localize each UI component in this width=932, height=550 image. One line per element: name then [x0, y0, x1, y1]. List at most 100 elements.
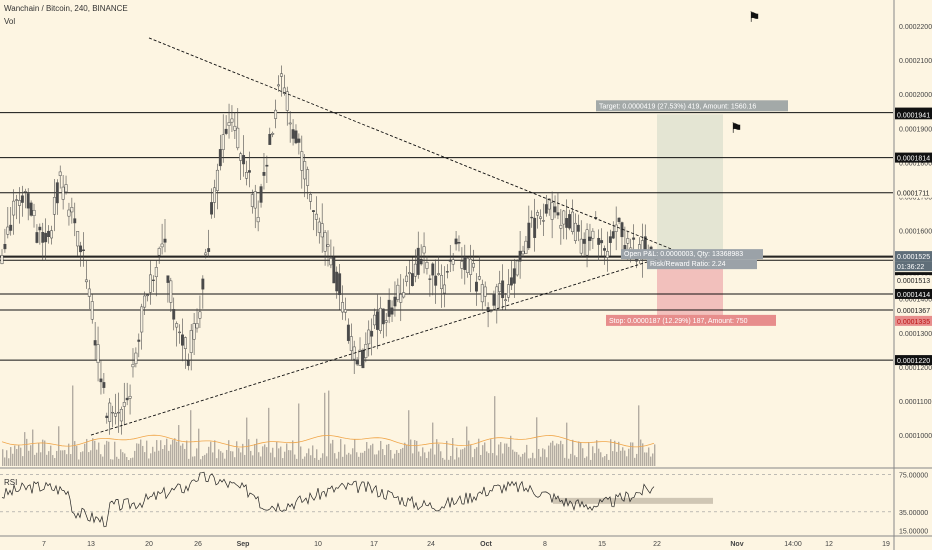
volume-bar — [64, 450, 66, 466]
volume-bar — [320, 457, 322, 466]
volume-bar — [254, 444, 256, 466]
volume-bar — [608, 459, 610, 466]
volume-bar — [290, 450, 292, 466]
candle — [317, 221, 321, 233]
candle — [0, 255, 4, 264]
volume-bar — [194, 456, 196, 466]
volume-bar — [176, 441, 178, 466]
candle — [550, 202, 554, 220]
price-badge: 0.0001525 — [897, 254, 930, 261]
volume-bar — [610, 439, 612, 466]
time-tick-label: 14:00 — [784, 541, 802, 548]
volume-bar — [514, 451, 516, 466]
volume-bar — [94, 440, 96, 466]
volume-bar — [262, 446, 264, 466]
candle — [346, 324, 350, 341]
volume-bar — [220, 451, 222, 466]
candle — [245, 172, 248, 179]
volume-bar — [336, 458, 338, 466]
price-badge: 0.0001513 — [897, 278, 930, 285]
volume-bar — [260, 456, 262, 466]
volume-bar — [650, 456, 652, 466]
trendline — [148, 37, 680, 253]
volume-bar — [66, 454, 68, 466]
candle — [233, 125, 237, 131]
volume-bar — [166, 438, 168, 466]
time-tick-label: 17 — [370, 541, 378, 548]
candle — [408, 272, 411, 275]
volume-bar — [508, 446, 510, 466]
candle — [131, 364, 135, 368]
candle — [410, 273, 414, 286]
volume-bar — [638, 405, 640, 466]
candle — [501, 280, 505, 299]
volume-bar — [406, 444, 408, 466]
volume-bar — [426, 457, 428, 466]
volume-bar — [388, 443, 390, 466]
candle — [480, 284, 484, 303]
volume-bar — [224, 458, 226, 466]
time-tick-label: 19 — [882, 541, 890, 548]
volume-bar — [88, 452, 90, 466]
price-badge: 0.0001814 — [897, 156, 930, 163]
volume-bar — [634, 457, 636, 466]
volume-bar — [272, 447, 274, 466]
candle — [207, 248, 211, 252]
volume-bar — [598, 448, 600, 466]
volume-bar — [288, 450, 290, 466]
candle — [387, 299, 391, 317]
volume-bar — [450, 455, 452, 466]
candle — [151, 279, 155, 281]
volume-bar — [132, 457, 134, 466]
volume-bar — [184, 448, 186, 466]
volume-bar — [312, 445, 314, 466]
entry-label: Open P&L: 0.0000003, Qty: 13368983 — [624, 251, 743, 258]
volume-bar — [324, 392, 326, 466]
volume-bar — [228, 440, 230, 466]
volume-bar — [538, 448, 540, 466]
volume-bar — [496, 455, 498, 466]
price-tick-label: 0.0001000 — [899, 433, 932, 440]
ratio-label: Risk/Reward Ratio: 2.24 — [650, 261, 726, 268]
volume-bar — [156, 440, 158, 466]
volume-bar — [306, 453, 308, 466]
candle — [472, 263, 475, 268]
candle — [515, 260, 519, 276]
volume-bar — [652, 453, 654, 466]
candle — [125, 397, 129, 401]
volume-bar — [148, 458, 150, 466]
volume-bar — [614, 440, 616, 466]
candle — [38, 226, 42, 231]
candle — [565, 218, 569, 228]
volume-bar — [540, 456, 542, 466]
stop-label-bg — [606, 314, 776, 326]
volume-bar — [70, 454, 72, 466]
volume-bar — [354, 439, 356, 466]
volume-bar — [236, 441, 238, 466]
candle — [597, 237, 601, 245]
price-tick-label: 0.0002000 — [899, 92, 932, 99]
rsi-tick-label: 15.00000 — [899, 528, 928, 535]
volume-bar — [50, 445, 52, 466]
volume-bar — [146, 440, 148, 466]
candle — [15, 199, 19, 201]
volume-bar — [612, 451, 614, 466]
candle — [215, 169, 219, 191]
price-badge-bg — [895, 315, 932, 326]
volume-bar — [594, 453, 596, 466]
candle — [588, 236, 592, 241]
volume-bar — [492, 453, 494, 466]
volume-bar — [48, 451, 50, 466]
volume-bar — [108, 441, 110, 466]
volume-bar — [210, 441, 212, 466]
volume-bar — [24, 432, 26, 466]
volume-bar — [396, 450, 398, 466]
volume-bar — [448, 459, 450, 466]
candle — [137, 339, 141, 342]
candle — [603, 248, 606, 251]
candle — [210, 202, 214, 215]
candle — [559, 225, 563, 229]
volume-bar — [140, 439, 142, 466]
candle — [448, 259, 452, 262]
